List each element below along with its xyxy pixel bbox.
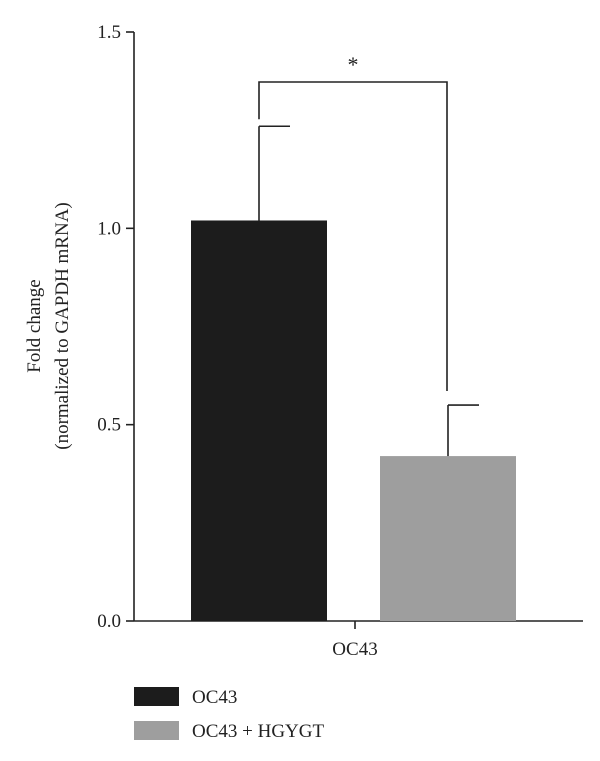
y-axis-title-line1: Fold change: [24, 279, 45, 372]
legend: OC43 OC43 + HGYGT: [134, 687, 324, 742]
legend-label: OC43 + HGYGT: [192, 721, 324, 742]
significance-line: [258, 81, 448, 392]
error-bars: [258, 125, 479, 457]
y-tick-label: 1.5: [97, 22, 121, 43]
y-tick-label: 0.0: [97, 611, 121, 632]
y-axis: 0.0 0.5 1.0 1.5: [97, 22, 135, 632]
x-axis: OC43: [134, 620, 583, 660]
bar: [380, 456, 516, 621]
legend-swatch: [134, 721, 179, 740]
legend-label: OC43: [192, 687, 237, 708]
legend-swatch: [134, 687, 179, 706]
y-tick-label: 1.0: [97, 218, 121, 239]
bars: [191, 220, 516, 622]
x-tick-label: OC43: [332, 639, 377, 660]
y-axis-title-line2: (normalized to GAPDH mRNA): [52, 202, 73, 450]
bar: [191, 220, 327, 622]
significance-label: *: [348, 52, 359, 77]
y-tick-label: 0.5: [97, 415, 121, 436]
y-axis-title: Fold change (normalized to GAPDH mRNA): [24, 202, 73, 450]
significance-bracket: *: [258, 52, 448, 392]
